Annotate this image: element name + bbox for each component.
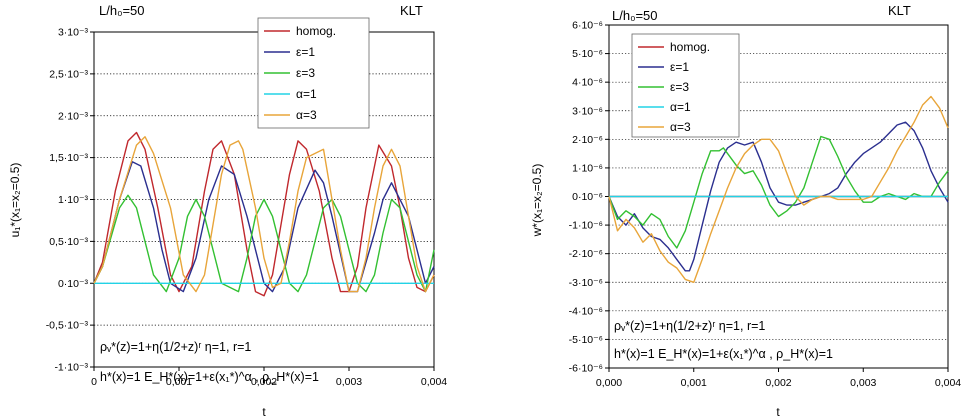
- legend-label: homog.: [296, 24, 336, 38]
- series-line: [608, 121, 949, 272]
- y-tick-label: -2·10⁻⁶: [569, 248, 603, 260]
- y-tick-label: -5·10⁻⁶: [569, 334, 603, 346]
- series-line: [608, 95, 949, 283]
- x-tick-label: 0,001: [166, 376, 192, 388]
- y-tick-label: -1·10⁻⁶: [569, 220, 603, 232]
- y-tick-label: -6·10⁻⁶: [569, 363, 603, 375]
- x-ticks: 0 0,001 0,002 0,003 0,004: [91, 367, 447, 388]
- legend-box: [631, 33, 740, 138]
- x-tick-label: 0: [91, 376, 97, 388]
- y-tick-label: 2·10⁻³: [58, 110, 89, 122]
- x-tick-label: 0,004: [421, 376, 447, 388]
- x-axis-label: t: [262, 405, 266, 419]
- y-tick-label: -0,5·10⁻³: [46, 320, 89, 332]
- y-tick-label: 5·10⁻⁶: [572, 48, 603, 60]
- legend-label: ε=1: [670, 60, 689, 74]
- y-tick-label: -3·10⁻⁶: [569, 277, 603, 289]
- series-lines: [93, 131, 435, 297]
- series-lines: [608, 95, 949, 283]
- x-tick-label: 0,002: [251, 376, 277, 388]
- x-tick-label: 0,003: [850, 377, 876, 389]
- x-tick-label: 0,002: [765, 377, 791, 389]
- y-ticks: -6·10⁻⁶ -5·10⁻⁶ -4·10⁻⁶ -3·10⁻⁶ -2·10⁻⁶ -1·10…: [569, 20, 609, 375]
- legend-label: α=3: [670, 120, 691, 134]
- legend-label: ε=3: [670, 80, 689, 94]
- chart-u1: -1·10⁻³ -0,5·10⁻³ 0·10⁻³ 0,5·10⁻³ 1·10⁻³ 1,5·…: [8, 3, 447, 419]
- y-axis-label: w*(x₁=x₂=0.5): [530, 164, 544, 238]
- x-ticks: 0,000 0,001 0,002 0,003 0,004: [596, 368, 961, 389]
- legend-label: α=1: [296, 87, 317, 101]
- series-line: [93, 135, 435, 293]
- y-tick-label: 2·10⁻⁶: [572, 134, 603, 146]
- y-tick-label: 1,5·10⁻³: [49, 152, 88, 164]
- annotation-density: ρᵥ*(z)=1+η(1/2+z)ʳ η=1, r=1: [614, 319, 765, 333]
- x-tick-label: 0,000: [596, 377, 622, 389]
- chart-w: -6·10⁻⁶ -5·10⁻⁶ -4·10⁻⁶ -3·10⁻⁶ -2·10⁻⁶ -1·10…: [530, 3, 961, 419]
- legend-label: homog.: [670, 40, 710, 54]
- corner-label-right: KLT: [400, 3, 423, 18]
- y-tick-label: -1·10⁻³: [54, 362, 88, 374]
- y-tick-label: 1·10⁻⁶: [572, 162, 603, 174]
- corner-label-left: L/h₀=50: [99, 3, 145, 18]
- x-tick-label: 0,003: [336, 376, 362, 388]
- series-line: [93, 131, 435, 297]
- legend-label: ε=3: [296, 66, 315, 80]
- series-line: [608, 135, 949, 249]
- series-line: [93, 194, 435, 293]
- legend-label: α=1: [670, 100, 691, 114]
- legend: homog. ε=1 ε=3 α=1 α=3: [631, 33, 740, 138]
- corner-label-left: L/h₀=50: [612, 8, 658, 23]
- y-axis-label: u₁*(x₁=x₂=0.5): [8, 163, 22, 238]
- annotation-modulus: h*(x)=1 E_H*(x)=1+ε(x₁*)^α , ρ_H*(x)=1: [614, 347, 833, 361]
- annotation-modulus: h*(x)=1 E_H*(x)=1+ε(x₁*)^α , ρ_H*(x)=1: [100, 370, 319, 384]
- y-tick-label: 2,5·10⁻³: [49, 68, 88, 80]
- x-tick-label: 0,004: [935, 377, 961, 389]
- legend-label: α=3: [296, 108, 317, 122]
- y-tick-label: 0,5·10⁻³: [49, 236, 88, 248]
- x-axis-label: t: [776, 405, 780, 419]
- x-tick-label: 0,001: [681, 377, 707, 389]
- y-tick-label: 3·10⁻³: [58, 27, 89, 39]
- y-tick-label: 0·10⁻⁶: [572, 191, 603, 203]
- y-tick-label: 3·10⁻⁶: [572, 105, 603, 117]
- legend-label: ε=1: [296, 45, 315, 59]
- y-tick-label: 4·10⁻⁶: [572, 77, 603, 89]
- y-tick-label: -4·10⁻⁶: [569, 305, 603, 317]
- y-tick-label: 1·10⁻³: [58, 194, 89, 206]
- y-tick-label: 6·10⁻⁶: [572, 20, 603, 32]
- annotation-density: ρᵥ*(z)=1+η(1/2+z)ʳ η=1, r=1: [100, 340, 251, 354]
- series-line: [93, 161, 435, 293]
- legend: homog. ε=1 ε=3 α=1 α=3: [257, 17, 370, 129]
- y-ticks: -1·10⁻³ -0,5·10⁻³ 0·10⁻³ 0,5·10⁻³ 1·10⁻³ 1,5·…: [46, 27, 94, 374]
- corner-label-right: KLT: [888, 3, 911, 18]
- y-tick-label: 0·10⁻³: [58, 278, 89, 290]
